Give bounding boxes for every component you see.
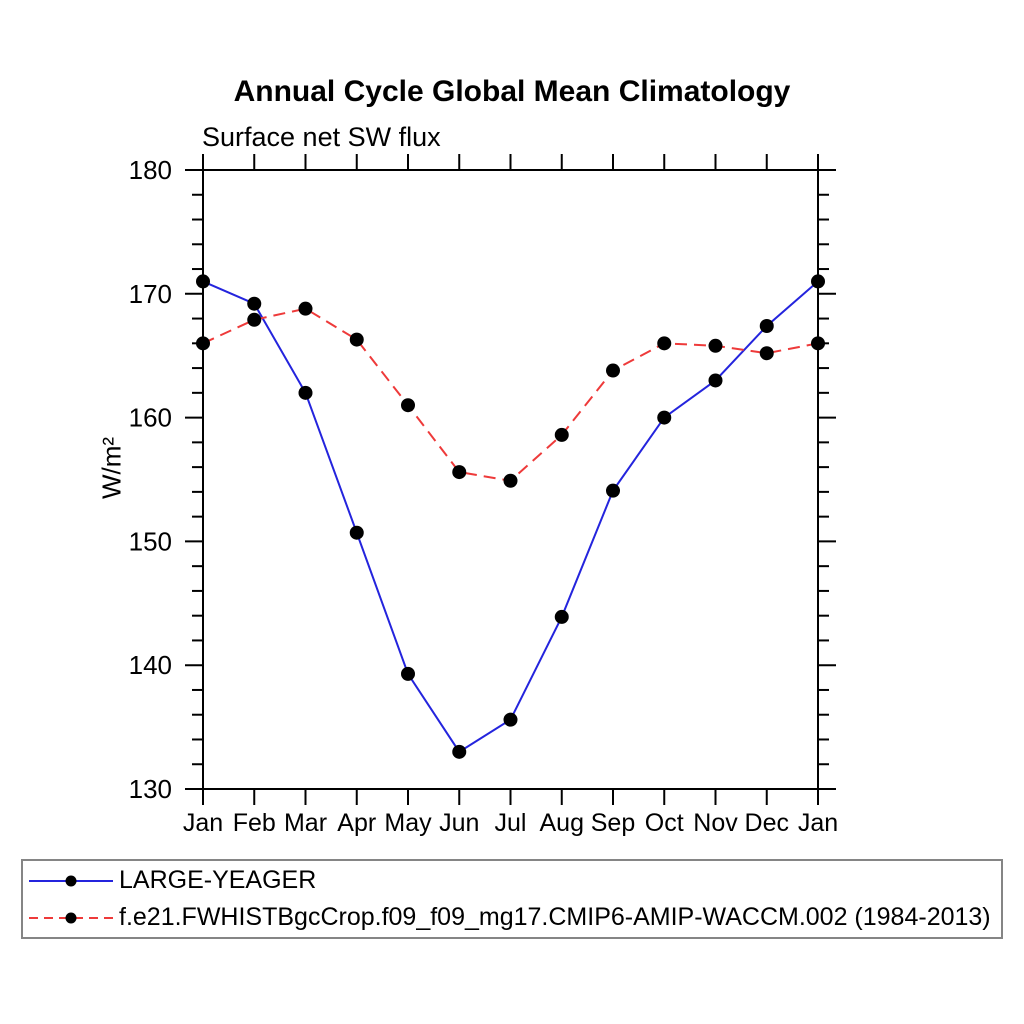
data-point (247, 312, 262, 327)
legend-label-waccm: f.e21.FWHISTBgcCrop.f09_f09_mg17.CMIP6-A… (119, 903, 991, 931)
data-point (759, 318, 774, 333)
data-point (503, 712, 518, 727)
x-tick-label: Apr (337, 809, 376, 837)
data-point (503, 473, 518, 488)
series-line-1 (202, 307, 819, 482)
legend-marker-dot (65, 912, 77, 923)
data-point (811, 336, 825, 351)
data-point (349, 525, 364, 540)
legend-item-large-yeager: LARGE-YEAGER (23, 862, 1001, 899)
x-tick-label: Aug (540, 809, 584, 837)
data-point (298, 385, 313, 400)
data-point (298, 301, 313, 316)
data-point (811, 274, 825, 289)
y-tick-label: 160 (129, 403, 172, 433)
data-point (606, 363, 620, 378)
y-tick-label: 150 (129, 526, 172, 556)
data-point (196, 336, 210, 351)
data-point (606, 483, 620, 498)
y-tick-label: 140 (129, 650, 172, 680)
y-tick-label: 180 (129, 155, 172, 185)
data-point (247, 296, 262, 311)
data-point (554, 427, 569, 442)
data-point (657, 336, 672, 351)
legend-line-sample-solid (29, 875, 113, 886)
legend-item-waccm: f.e21.FWHISTBgcCrop.f09_f09_mg17.CMIP6-A… (23, 899, 1001, 936)
y-tick-label: 170 (129, 279, 172, 309)
data-point (452, 744, 467, 759)
data-point (554, 609, 569, 624)
x-tick-label: Mar (284, 809, 327, 837)
data-point (401, 398, 415, 413)
legend-line-sample-dashed (29, 912, 113, 923)
legend-marker-dot (65, 875, 77, 886)
chart-plot: 130 140 150 160 170 180 Jan Feb Mar Apr May Jun Jul A… (129, 154, 838, 837)
data-point (349, 332, 364, 347)
x-tick-label: Jan (183, 809, 223, 837)
x-tick-label: Sep (591, 809, 635, 837)
x-tick-label: Jun (439, 809, 479, 837)
data-point (196, 274, 210, 289)
y-tick-label: 130 (129, 774, 172, 804)
legend: LARGE-YEAGER f.e21.FWHISTBgcCrop.f09_f09… (21, 859, 1003, 939)
chart-title: Annual Cycle Global Mean Climatology (233, 75, 791, 108)
plot-frame (202, 169, 819, 790)
data-point (452, 465, 467, 480)
data-point (657, 410, 672, 425)
data-point (708, 338, 723, 353)
x-tick-label: Jul (495, 809, 527, 837)
x-tick-label: Oct (645, 809, 684, 837)
x-tick-label: May (384, 809, 432, 837)
data-point (401, 666, 415, 681)
x-tick-label: Jan (798, 809, 838, 837)
data-point (759, 346, 774, 361)
legend-label-large-yeager: LARGE-YEAGER (119, 866, 317, 894)
axis-ticks (185, 154, 836, 805)
data-point (708, 373, 723, 388)
x-tick-label: Feb (233, 809, 276, 837)
series-line-0 (202, 280, 819, 754)
x-tick-label: Dec (745, 809, 789, 837)
chart-subtitle: Surface net SW flux (202, 122, 441, 152)
x-tick-label: Nov (693, 809, 738, 837)
